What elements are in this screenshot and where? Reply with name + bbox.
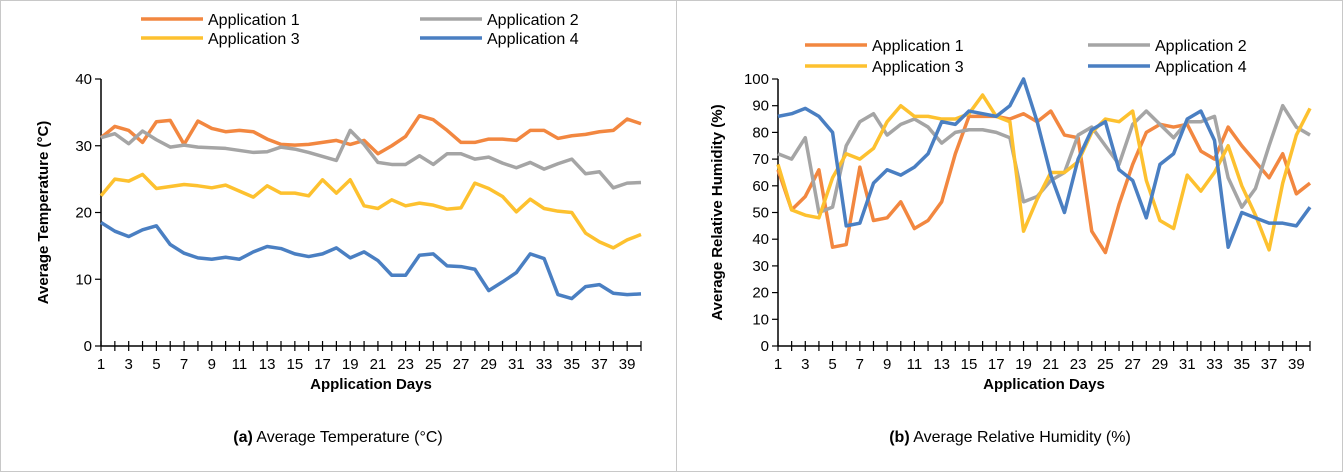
chart-b-y-tick-label: 80 [752,124,769,141]
caption-a-text: Average Temperature (°C) [256,429,442,446]
chart-b-series-4-line [777,77,1312,249]
chart-a-x-tick-label: 19 [342,356,359,373]
chart-a-x-tick-label: 27 [453,356,470,373]
chart-a-y-tick-label: 30 [75,138,92,155]
chart-b-y-tick-label: 0 [761,338,769,355]
chart-b-x-tick-label: 21 [1042,356,1059,373]
chart-b-y-tick-label: 70 [752,151,769,168]
chart-a-x-tick-label: 5 [152,356,160,373]
chart-a-y-axis-label: Average Temperature (°C) [35,121,52,305]
chart-a-x-tick-label: 17 [314,356,331,373]
chart-a-x-tick-label: 7 [180,356,188,373]
chart-a-y-tick-label: 40 [75,71,92,88]
chart-b-x-tick-label: 25 [1097,356,1114,373]
chart-b-x-tick-label: 3 [801,356,809,373]
chart-b-x-tick-label: 29 [1152,356,1169,373]
caption-b-text: Average Relative Humidity (%) [913,429,1131,446]
chart-a-x-tick-label: 35 [563,356,580,373]
chart-b-y-tick-label: 30 [752,258,769,275]
chart-b-x-tick-label: 7 [856,356,864,373]
chart-a-series-3-line [99,172,642,250]
chart-b-x-tick-label: 1 [774,356,782,373]
chart-b-y-tick-label: 90 [752,98,769,115]
chart-a-x-tick-label: 9 [208,356,216,373]
chart-a-y-tick-label: 0 [84,338,92,355]
chart-b-x-tick-label: 35 [1233,356,1250,373]
chart-a-x-tick-label: 39 [619,356,636,373]
chart-a-series-1-line [99,113,642,156]
chart-b-y-tick-label: 100 [744,71,769,88]
chart-b-y-tick-label: 20 [752,285,769,302]
chart-a-x-tick-label: 3 [125,356,133,373]
chart-a-series-4-line [100,221,642,301]
chart-b-x-tick-label: 15 [961,356,978,373]
chart-b-y-tick-label: 60 [752,178,769,195]
chart-b-y-tick-label: 40 [752,231,769,248]
chart-a-y-tick-label: 20 [75,205,92,222]
chart-b-x-tick-label: 19 [1015,356,1032,373]
chart-b-x-tick-label: 5 [828,356,836,373]
chart-a-legend-label-4: Application 4 [487,31,579,48]
chart-b-legend-label-4: Application 4 [1155,59,1247,76]
chart-a-x-axis-label: Application Days [310,376,432,393]
chart-a-x-tick-label: 13 [259,356,276,373]
chart-a-x-tick-label: 1 [97,356,105,373]
caption-b: (b) Average Relative Humidity (%) [889,429,1131,446]
chart-a-x-tick-label: 29 [480,356,497,373]
chart-a-x-tick-label: 25 [425,356,442,373]
chart-b-x-tick-label: 9 [883,356,891,373]
panel-a-border [0,0,677,472]
chart-b-x-tick-label: 31 [1179,356,1196,373]
chart-b-series-3-line [776,93,1312,252]
chart-a-x-tick-label: 21 [370,356,387,373]
caption-a: (a) Average Temperature (°C) [233,429,442,446]
chart-b-x-tick-label: 27 [1124,356,1141,373]
chart-b-x-tick-label: 23 [1070,356,1087,373]
chart-b-legend-label-1: Application 1 [872,38,964,55]
chart-b-legend-label-2: Application 2 [1155,38,1247,55]
chart-a-y-tick-label: 10 [75,271,92,288]
chart-a-legend-label-2: Application 2 [487,12,579,29]
chart-a-x-tick-label: 31 [508,356,525,373]
chart-b-x-tick-label: 17 [988,356,1005,373]
chart-b-y-axis-label: Average Relative Humidity (%) [709,104,726,320]
caption-b-tag: (b) [889,429,909,446]
chart-b-x-tick-label: 13 [933,356,950,373]
chart-b-x-tick-label: 11 [907,356,923,373]
chart-b-x-tick-label: 33 [1206,356,1223,373]
chart-a-x-tick-label: 23 [397,356,414,373]
chart-b-x-tick-label: 39 [1288,356,1305,373]
chart-a-x-tick-label: 11 [232,356,248,373]
chart-a-x-tick-label: 37 [591,356,608,373]
chart-b-y-tick-label: 10 [752,311,769,328]
chart-a-x-tick-label: 33 [536,356,553,373]
chart-a-legend-label-3: Application 3 [208,31,300,48]
chart-a-series-2-line [100,128,642,190]
chart-b-y-tick-label: 50 [752,205,769,222]
caption-a-tag: (a) [233,429,253,446]
chart-a-legend-label-1: Application 1 [208,12,300,29]
chart-b-x-tick-label: 37 [1261,356,1278,373]
chart-b-legend-label-3: Application 3 [872,59,964,76]
chart-b-x-axis-label: Application Days [983,376,1105,393]
chart-a-x-tick-label: 15 [287,356,304,373]
